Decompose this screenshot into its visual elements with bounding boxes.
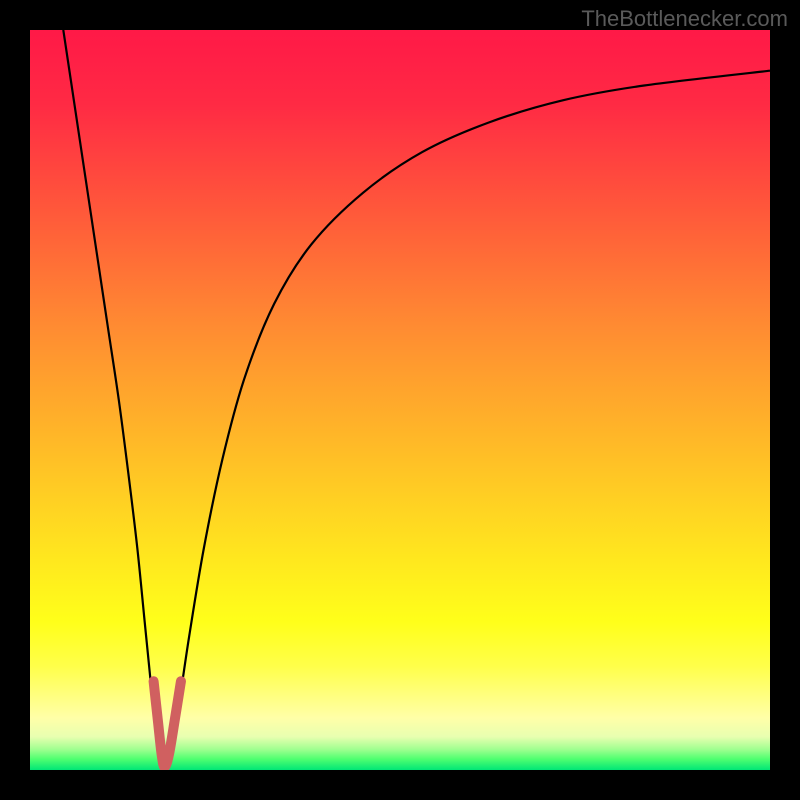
gradient-background — [30, 30, 770, 770]
plot-area — [0, 0, 800, 800]
watermark-text: TheBottlenecker.com — [581, 6, 788, 32]
chart-frame: TheBottlenecker.com — [0, 0, 800, 800]
